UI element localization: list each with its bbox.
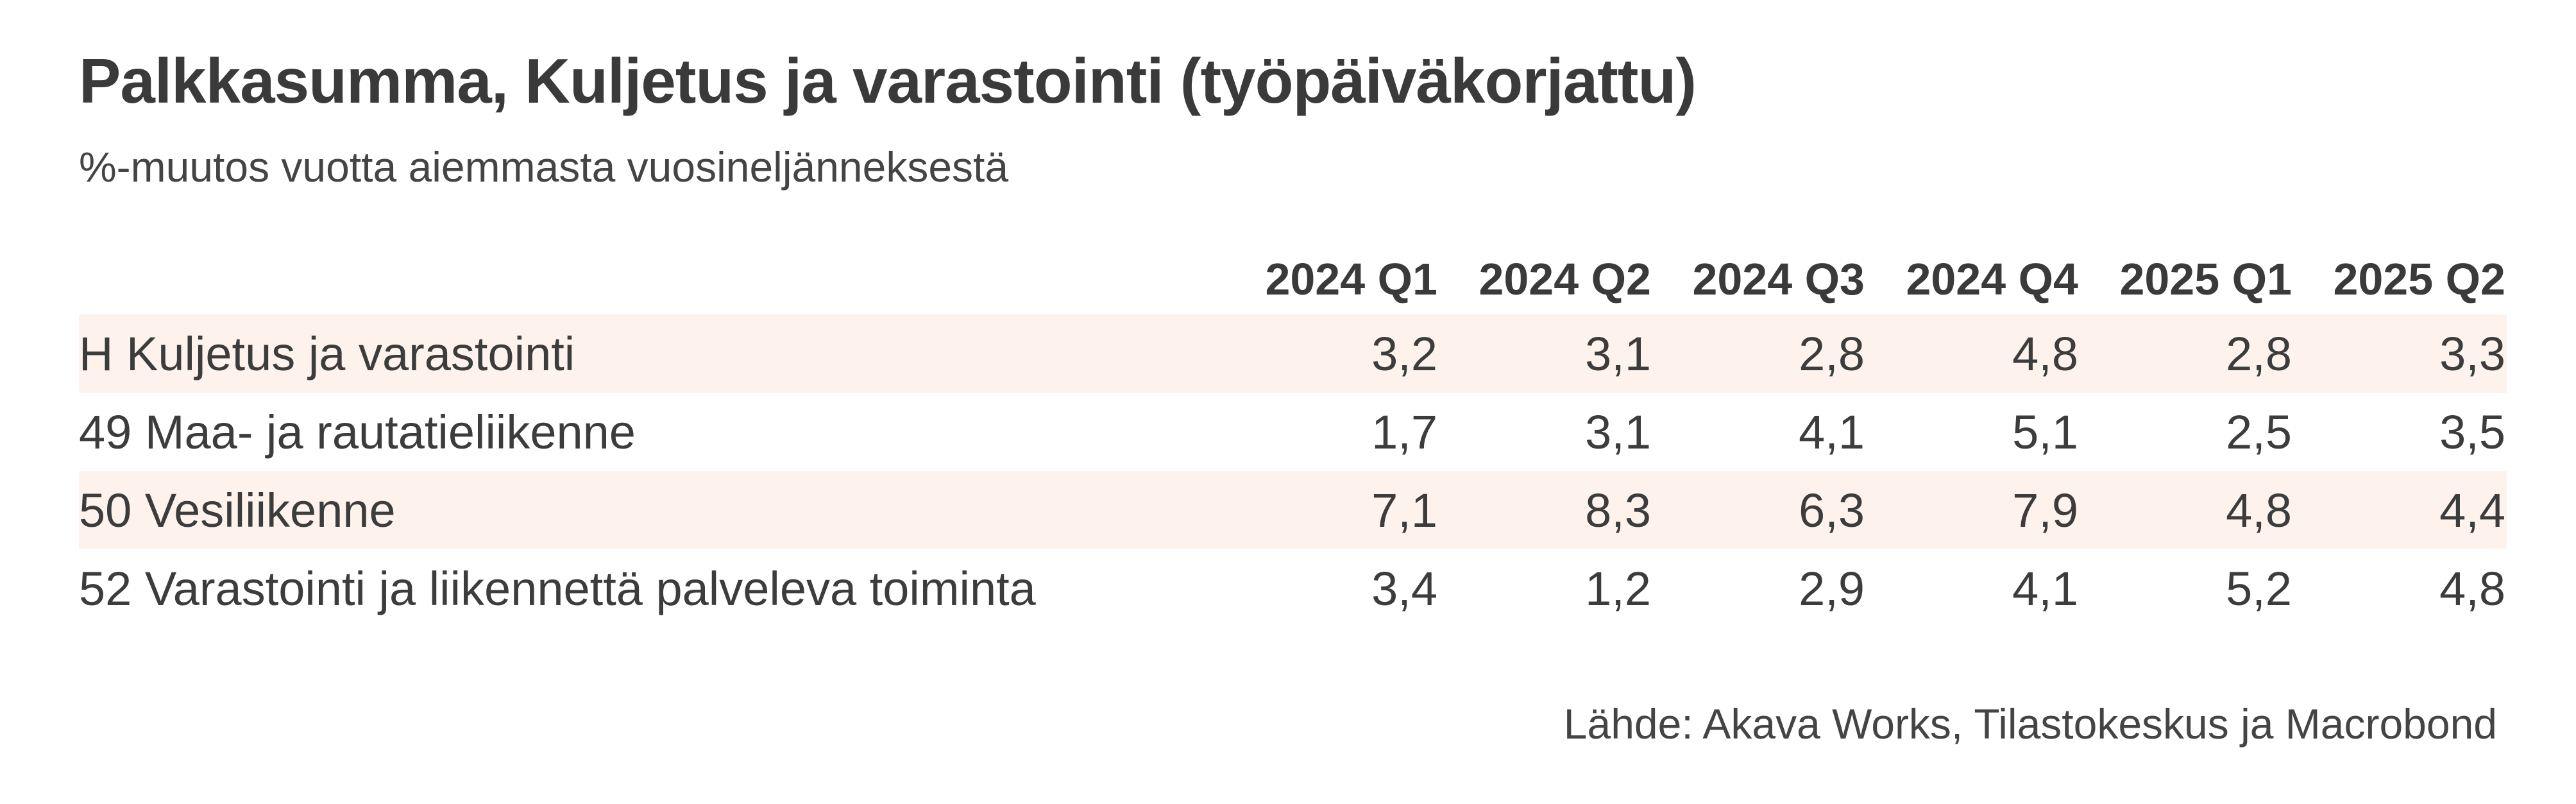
- table-cell: 3,1: [1585, 405, 1651, 459]
- source-note: Lähde: Akava Works, Tilastokeskus ja Mac…: [1563, 700, 2497, 748]
- column-header: 2024 Q4: [1906, 254, 2078, 304]
- table-cell: 2,5: [2226, 405, 2292, 459]
- column-header: 2024 Q2: [1479, 254, 1651, 304]
- table-cell: 5,2: [2226, 561, 2292, 615]
- table-cell: 3,5: [2439, 405, 2505, 459]
- column-header: 2024 Q1: [1265, 254, 1437, 304]
- data-table: 2024 Q1 2024 Q2 2024 Q3 2024 Q4 2025 Q1 …: [79, 244, 2507, 628]
- table-cell: 1,7: [1371, 405, 1437, 459]
- row-label: 50 Vesiliikenne: [79, 483, 396, 537]
- column-header: 2025 Q1: [2119, 254, 2292, 304]
- table-row: 50 Vesiliikenne 7,1 8,3 6,3 7,9 4,8 4,4: [79, 471, 2507, 549]
- table-header-row: 2024 Q1 2024 Q2 2024 Q3 2024 Q4 2025 Q1 …: [79, 244, 2507, 314]
- column-header: 2024 Q3: [1692, 254, 1865, 304]
- table-cell: 3,4: [1371, 561, 1437, 615]
- table-cell: 1,2: [1585, 561, 1651, 615]
- table-cell: 2,9: [1799, 561, 1865, 615]
- table-row: 52 Varastointi ja liikennettä palveleva …: [79, 549, 2507, 628]
- table-cell: 2,8: [2226, 327, 2292, 381]
- table-cell: 6,3: [1799, 483, 1865, 537]
- table-cell: 8,3: [1585, 483, 1651, 537]
- chart-subtitle: %-muutos vuotta aiemmasta vuosineljännek…: [79, 143, 1009, 191]
- table-cell: 4,4: [2439, 483, 2505, 537]
- table-cell: 3,1: [1585, 327, 1651, 381]
- table-cell: 3,2: [1371, 327, 1437, 381]
- table-cell: 4,8: [2226, 483, 2292, 537]
- table-cell: 4,8: [2439, 561, 2505, 615]
- table-cell: 4,8: [2012, 327, 2078, 381]
- table-cell: 3,3: [2439, 327, 2505, 381]
- chart-title: Palkkasumma, Kuljetus ja varastointi (ty…: [79, 46, 1697, 116]
- table-row: H Kuljetus ja varastointi 3,2 3,1 2,8 4,…: [79, 314, 2507, 393]
- row-label: H Kuljetus ja varastointi: [79, 327, 575, 381]
- table-row: 49 Maa- ja rautatieliikenne 1,7 3,1 4,1 …: [79, 393, 2507, 471]
- table-cell: 7,9: [2012, 483, 2078, 537]
- table-cell: 5,1: [2012, 405, 2078, 459]
- table-cell: 7,1: [1371, 483, 1437, 537]
- table-cell: 4,1: [1799, 405, 1865, 459]
- column-header: 2025 Q2: [2333, 254, 2505, 304]
- row-label: 49 Maa- ja rautatieliikenne: [79, 405, 636, 459]
- table-cell: 4,1: [2012, 561, 2078, 615]
- table-cell: 2,8: [1799, 327, 1865, 381]
- row-label: 52 Varastointi ja liikennettä palveleva …: [79, 561, 1036, 615]
